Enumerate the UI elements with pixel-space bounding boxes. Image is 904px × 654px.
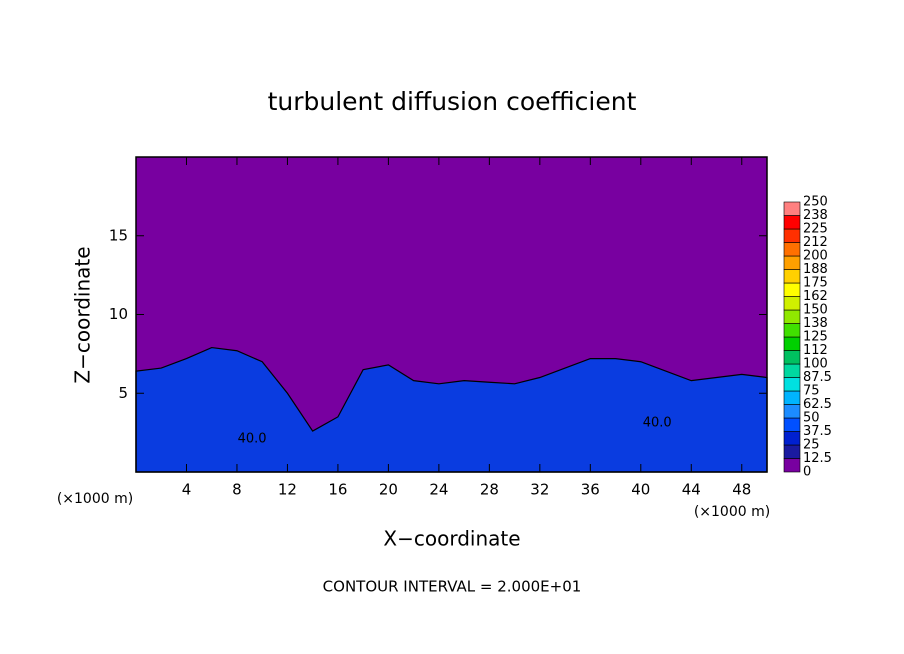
x-axis-label: X−coordinate: [383, 527, 520, 551]
colorbar-label: 0: [803, 465, 811, 480]
colorbar-cell: [783, 350, 801, 365]
colorbar-label: 212: [803, 235, 828, 250]
x-tick-label: 24: [429, 481, 448, 499]
colorbar-cell: [783, 404, 801, 419]
colorbar-cell: [783, 336, 801, 351]
colorbar-cell: [783, 269, 801, 284]
x-tick-label: 44: [682, 481, 701, 499]
chart-title: turbulent diffusion coefficient: [268, 87, 637, 116]
colorbar-label: 50: [803, 411, 820, 426]
x-tick-label: 4: [182, 481, 192, 499]
colorbar-cell: [783, 296, 801, 311]
y-tick-label: 10: [109, 305, 128, 323]
colorbar-label: 62.5: [803, 397, 832, 412]
colorbar-cell: [783, 201, 801, 216]
x-tick-label: 8: [232, 481, 242, 499]
colorbar-cell: [783, 242, 801, 257]
contour-label: 40.0: [238, 431, 267, 446]
colorbar-cell: [783, 323, 801, 338]
colorbar-label: 12.5: [803, 451, 832, 466]
x-tick-label: 20: [379, 481, 398, 499]
colorbar-cell: [783, 309, 801, 324]
colorbar-cell: [783, 431, 801, 446]
y-tick-label: 15: [109, 226, 128, 244]
contour-label: 40.0: [643, 416, 672, 431]
y-tick-label: 5: [118, 384, 128, 402]
colorbar-label: 100: [803, 357, 828, 372]
colorbar-cell: [783, 390, 801, 405]
colorbar-label: 150: [803, 303, 828, 318]
x-tick-label: 32: [530, 481, 549, 499]
colorbar-label: 75: [803, 384, 820, 399]
colorbar-label: 200: [803, 249, 828, 264]
colorbar-cell: [783, 215, 801, 230]
colorbar-label: 225: [803, 222, 828, 237]
x-tick-label: 40: [631, 481, 650, 499]
colorbar-label: 238: [803, 208, 828, 223]
colorbar-cell: [783, 228, 801, 243]
colorbar-cell: [783, 282, 801, 297]
x-tick-label: 16: [328, 481, 347, 499]
x-unit: (×1000 m): [694, 504, 770, 520]
colorbar-label: 175: [803, 276, 828, 291]
x-tick-label: 12: [278, 481, 297, 499]
colorbar-label: 250: [803, 195, 828, 210]
footer: CONTOUR INTERVAL = 2.000E+01: [323, 578, 582, 596]
y-axis-label: Z−coordinate: [71, 246, 95, 383]
colorbar-cell: [783, 458, 801, 473]
colorbar-cell: [783, 363, 801, 378]
turbulent-layer: [135, 346, 768, 473]
colorbar-label: 25: [803, 438, 820, 453]
colorbar-label: 125: [803, 330, 828, 345]
colorbar-label: 112: [803, 343, 828, 358]
x-unit: (×1000 m): [57, 491, 133, 507]
colorbar-label: 162: [803, 289, 828, 304]
x-tick-label: 36: [581, 481, 600, 499]
colorbar-label: 87.5: [803, 370, 832, 385]
colorbar-label: 37.5: [803, 424, 832, 439]
colorbar-cell: [783, 255, 801, 270]
colorbar-cell: [783, 417, 801, 432]
colorbar-label: 138: [803, 316, 828, 331]
x-tick-label: 28: [480, 481, 499, 499]
colorbar-cell: [783, 377, 801, 392]
colorbar-cell: [783, 444, 801, 459]
x-tick-label: 48: [732, 481, 751, 499]
colorbar-label: 188: [803, 262, 828, 277]
